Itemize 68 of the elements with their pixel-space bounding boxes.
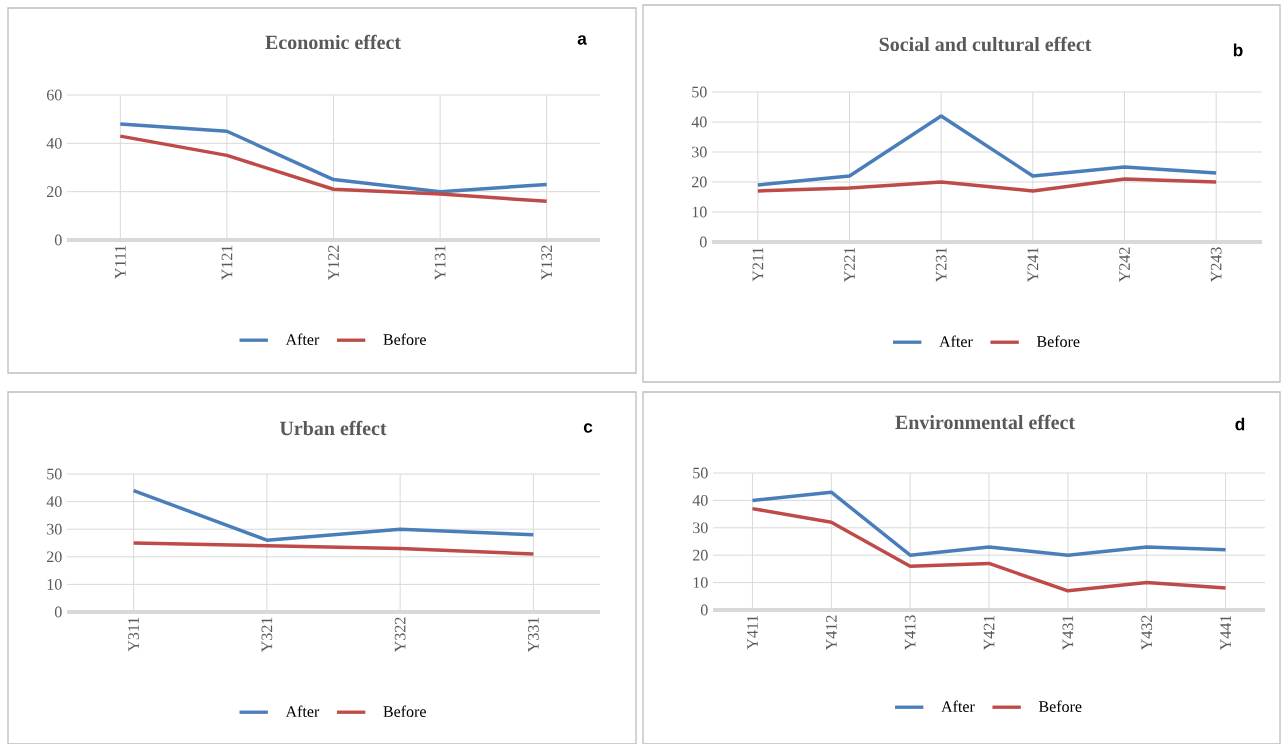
line-series [750,490,1228,557]
y-tick-label: 40 [46,496,62,508]
y-tick-label: 30 [693,522,708,534]
text: a [577,35,587,45]
text: d [1235,417,1245,431]
x-tick-label: Y411 [747,615,758,650]
line-series [756,114,1218,187]
x-tick-label: Y331 [527,617,539,653]
x-tick-label: Y111 [115,245,126,279]
chart-title: Social and cultural effect [879,36,1092,52]
x-tick-label: Y431 [1062,615,1074,651]
x-tick-label: Y211 [752,247,764,282]
x-tick-label: Y221 [844,247,855,283]
y-tick-label: 50 [692,86,707,98]
x-tick-label: Y441 [1220,615,1231,651]
y-tick-label: 0 [54,606,62,618]
y-tick-label: 50 [693,467,708,479]
line-series [750,506,1228,593]
x-tick-label: Y121 [221,245,233,281]
chart-title: Environmental effect [895,414,1075,430]
y-tick-label: 40 [691,116,707,128]
chart-title: Economic effect [265,34,401,50]
y-tick-label: 10 [47,579,62,590]
x-tick-label: Y321 [261,617,273,653]
x-tick-label: Y131 [434,245,446,281]
text: c [583,423,593,433]
legend-label: After [285,705,320,718]
y-tick-label: 20 [47,186,62,198]
x-tick-label: Y412 [825,615,837,651]
legend-label: Before [1038,700,1082,713]
legend-label: After [941,700,975,713]
text: b [1233,43,1243,57]
x-tick-label: Y311 [128,617,140,652]
legend-label: Before [383,705,426,718]
line-series [118,122,549,194]
x-tick-label: Y243 [1210,247,1222,283]
y-tick-label: 0 [699,236,707,248]
y-tick-label: 20 [693,549,708,561]
y-tick-label: 10 [693,577,708,589]
line-series [131,541,536,556]
y-tick-label: 60 [46,89,62,101]
legend-label: Before [383,333,426,346]
y-tick-label: 0 [700,604,708,616]
y-tick-label: 50 [47,468,62,480]
x-tick-label: Y413 [904,615,916,651]
y-tick-label: 20 [692,176,707,188]
x-tick-label: Y231 [935,247,947,283]
y-tick-label: 30 [692,146,707,158]
line-series [131,488,536,542]
legend-label: After [939,335,973,348]
y-tick-label: 10 [692,206,707,218]
line-series [118,134,549,204]
y-tick-label: 0 [54,234,62,246]
y-tick-label: 20 [47,551,62,563]
x-tick-label: Y242 [1119,247,1130,283]
x-tick-label: Y421 [983,615,995,651]
x-tick-label: Y322 [394,617,406,653]
x-tick-label: Y122 [328,245,339,281]
legend-label: Before [1036,335,1080,348]
line-series [756,177,1218,193]
x-tick-label: Y241 [1027,247,1039,283]
x-tick-label: Y432 [1141,615,1153,651]
y-tick-label: 30 [47,523,62,535]
legend-label: After [285,333,320,346]
chart-title: Urban effect [279,420,387,436]
x-tick-label: Y132 [541,245,553,281]
y-tick-label: 40 [692,495,708,506]
y-tick-label: 40 [46,137,62,149]
